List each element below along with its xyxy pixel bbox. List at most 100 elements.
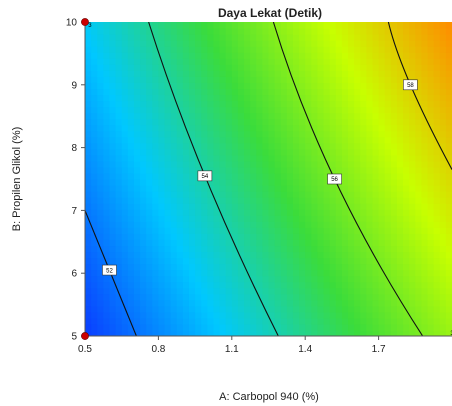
heat-cell (176, 112, 184, 120)
heat-cell (85, 70, 92, 77)
heat-cell (109, 215, 117, 222)
heat-cell (372, 130, 380, 138)
heat-cell (250, 100, 257, 108)
heat-cell (409, 160, 416, 168)
heat-cell (158, 263, 166, 271)
heat-cell (286, 136, 294, 144)
heat-cell (366, 46, 374, 53)
heat-cell (409, 40, 416, 47)
heat-cell (188, 227, 196, 234)
heat-cell (176, 100, 184, 108)
heat-cell (274, 52, 282, 59)
heat-cell (213, 275, 221, 283)
heat-cell (97, 203, 104, 210)
heat-cell (201, 233, 208, 240)
heat-cell (323, 160, 331, 168)
heat-cell (378, 124, 386, 132)
heat-cell (237, 130, 245, 138)
heat-cell (262, 100, 270, 108)
heat-cell (286, 239, 294, 247)
heat-cell (250, 221, 257, 228)
heat-cell (409, 185, 416, 192)
heat-cell (317, 46, 325, 53)
heat-cell (280, 118, 288, 126)
heat-cell (317, 179, 325, 186)
heat-cell (305, 160, 312, 168)
heat-cell (103, 154, 111, 162)
heat-cell (360, 251, 367, 259)
heat-cell (341, 118, 349, 126)
heat-cell (311, 233, 319, 240)
heat-cell (97, 124, 104, 132)
heat-cell (360, 76, 367, 83)
heat-cell (213, 136, 221, 144)
heat-cell (164, 124, 172, 132)
heat-cell (97, 100, 104, 108)
heat-cell (97, 88, 104, 96)
heat-cell (164, 172, 172, 180)
heat-cell (439, 130, 447, 138)
heat-cell (311, 191, 319, 198)
heat-cell (91, 130, 98, 138)
heat-cell (140, 221, 147, 228)
heat-cell (415, 317, 423, 325)
heat-cell (384, 106, 392, 114)
heat-cell (378, 148, 386, 156)
heat-cell (274, 251, 282, 259)
heat-cell (170, 160, 178, 168)
heat-cell (115, 46, 123, 53)
heat-cell (85, 203, 92, 210)
heat-cell (91, 58, 98, 65)
heat-cell (403, 106, 410, 114)
heat-cell (341, 100, 349, 108)
heat-cell (140, 88, 147, 96)
heat-cell (213, 257, 221, 265)
heat-cell (140, 227, 147, 234)
heat-cell (97, 227, 104, 234)
heat-cell (384, 22, 392, 29)
heat-cell (225, 130, 233, 138)
heat-cell (201, 88, 208, 96)
heat-cell (354, 179, 361, 186)
heat-cell (317, 329, 325, 336)
heat-cell (256, 124, 263, 132)
heat-cell (354, 70, 361, 77)
heat-cell (262, 160, 270, 168)
heat-cell (427, 245, 435, 253)
heat-cell (140, 179, 147, 186)
heat-cell (115, 58, 123, 65)
heat-cell (317, 100, 325, 108)
heat-cell (109, 58, 117, 65)
heat-cell (421, 94, 429, 102)
heat-cell (250, 287, 257, 295)
heat-cell (354, 281, 361, 289)
heat-cell (268, 142, 276, 150)
heat-cell (262, 154, 270, 162)
heat-cell (305, 323, 312, 331)
heat-cell (335, 287, 343, 295)
heat-cell (256, 185, 263, 192)
heat-cell (176, 239, 184, 247)
heat-cell (292, 148, 300, 156)
heat-cell (274, 197, 282, 204)
heat-cell (396, 233, 404, 240)
heat-cell (133, 142, 141, 150)
heat-cell (445, 76, 452, 83)
heat-cell (219, 154, 227, 162)
heat-cell (127, 70, 135, 77)
heat-cell (182, 70, 190, 77)
heat-cell (133, 179, 141, 186)
heat-cell (262, 118, 270, 126)
heat-cell (85, 40, 92, 47)
heat-cell (225, 28, 233, 35)
heat-cell (182, 305, 190, 313)
heat-cell (158, 251, 166, 259)
heat-cell (348, 197, 355, 204)
heat-cell (262, 239, 270, 247)
heat-cell (244, 179, 251, 186)
heat-cell (421, 46, 429, 53)
heat-cell (231, 317, 239, 325)
heat-cell (421, 100, 429, 108)
heat-cell (366, 160, 374, 168)
heat-cell (396, 185, 404, 192)
